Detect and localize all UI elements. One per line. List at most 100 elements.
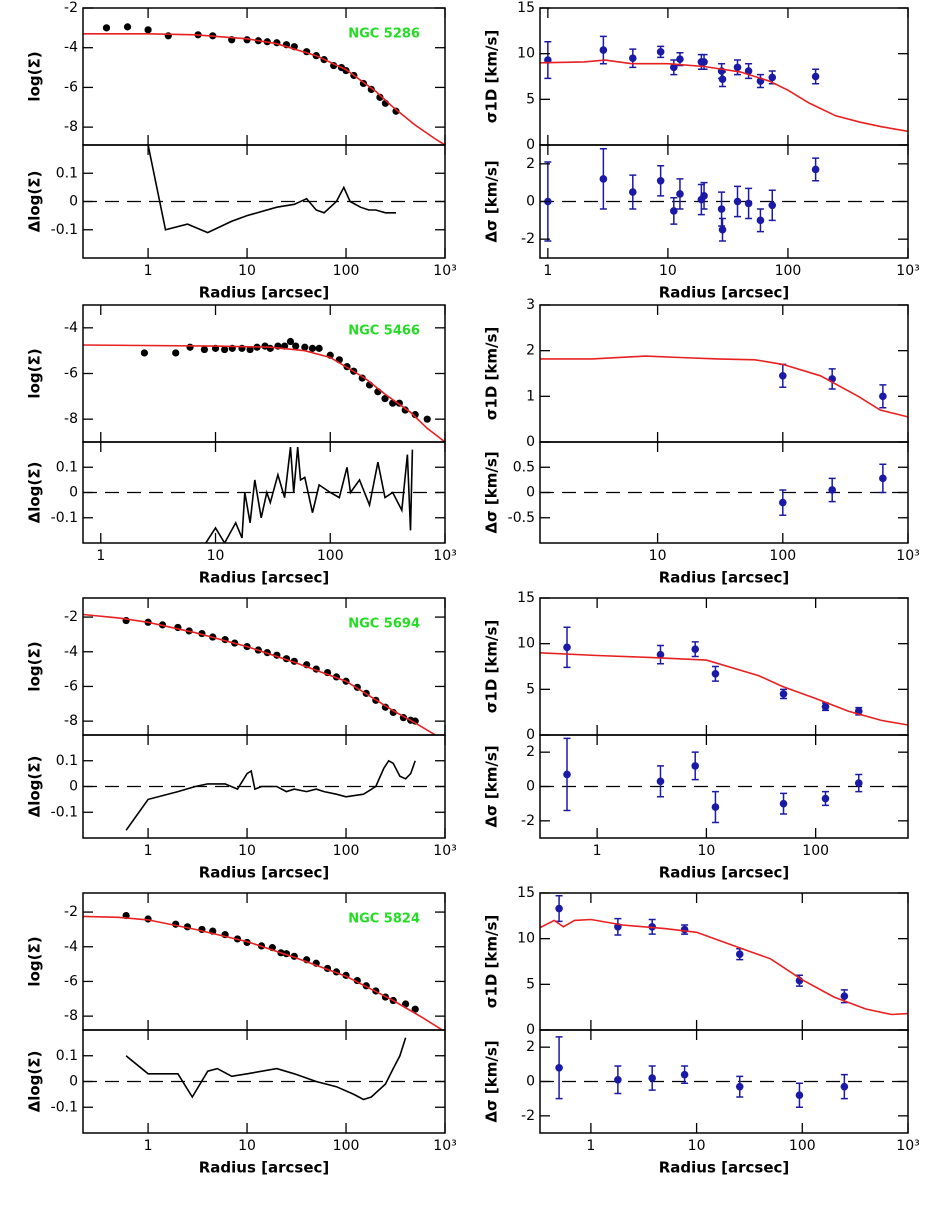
model-line <box>83 344 445 442</box>
y-tick-label: -6 <box>64 678 78 694</box>
data-point <box>164 32 172 40</box>
frame <box>539 441 909 544</box>
y-tick-label: 2 <box>526 156 535 172</box>
model-line <box>125 759 416 831</box>
data-point <box>186 343 194 351</box>
y-tick-label: 5 <box>526 91 535 107</box>
x-tick-label: 1 <box>144 263 153 279</box>
data-point <box>656 650 665 659</box>
y-tick-label: 15 <box>517 590 535 606</box>
x-tick-label: 1 <box>543 263 552 279</box>
data-point <box>744 199 753 208</box>
frame <box>539 892 909 1031</box>
data-point <box>266 344 274 352</box>
data-point <box>315 344 323 352</box>
frame <box>539 144 909 259</box>
y-tick-label: -4 <box>64 320 78 336</box>
y-axis-label: Δσ [km/s] <box>483 745 501 827</box>
y-tick-label: 15 <box>517 885 535 901</box>
data-point <box>711 803 720 811</box>
data-point <box>840 992 849 1001</box>
y-tick-label: 2 <box>526 744 535 760</box>
x-axis-label: Radius [arcsec] <box>199 864 330 882</box>
x-axis-label: Radius [arcsec] <box>659 1159 790 1177</box>
plot-area <box>83 911 444 1030</box>
panel: 0 5 10 15 σ1D [km/s] <box>483 590 909 743</box>
data-point <box>733 63 742 72</box>
panel: -8 -6 -4 log(Σ) NGC 5466 <box>26 304 446 443</box>
data-point <box>676 55 684 63</box>
data-point <box>411 1005 419 1013</box>
data-point <box>648 1074 656 1082</box>
y-tick-label: 5 <box>526 681 535 697</box>
y-tick-label: -4 <box>64 644 78 660</box>
y-tick-label: 0 <box>69 779 78 795</box>
y-tick-label: -0.1 <box>51 1099 78 1115</box>
y-tick-label: -0.5 <box>508 510 535 526</box>
x-tick-label: 10³ <box>433 843 456 859</box>
y-axis-label: σ1D [km/s] <box>483 915 501 1009</box>
y-tick-label: 0.1 <box>56 459 78 475</box>
frame <box>82 734 446 839</box>
data-point <box>286 337 295 346</box>
x-tick-label: 1 <box>144 843 153 859</box>
data-point <box>389 708 397 717</box>
panel: 1 10 100 -2 0 2 Δσ [km/s] Radius [arcsec] <box>483 734 909 882</box>
panel: 0 1 2 3 σ1D [km/s] <box>483 297 909 450</box>
x-tick-label: 100 <box>775 263 802 279</box>
y-tick-label: -2 <box>64 609 78 625</box>
x-tick-label: 10³ <box>433 548 456 564</box>
data-point <box>401 406 409 414</box>
plot-area <box>540 148 908 242</box>
y-tick-label: -8 <box>64 411 78 427</box>
x-tick-label: 10 <box>688 1138 706 1154</box>
frame <box>82 1029 446 1134</box>
data-point <box>563 770 571 779</box>
y-tick-label: -8 <box>64 1008 78 1024</box>
data-point <box>680 1070 689 1079</box>
data-point <box>779 690 788 698</box>
panel: 1 10 100 10³ -0.1 0 0.1 Δlog(Σ) Radius [arcsec] <box>26 1029 457 1177</box>
model-line <box>540 355 908 418</box>
y-axis-label: Δlog(Σ) <box>26 462 44 524</box>
data-point <box>811 165 820 174</box>
data-point <box>670 63 678 72</box>
model-line <box>83 33 445 145</box>
y-axis-label: Δσ [km/s] <box>483 451 501 533</box>
data-point <box>599 175 608 183</box>
data-point <box>656 777 665 786</box>
data-point <box>246 345 254 354</box>
x-axis-label: Radius [arcsec] <box>659 864 790 882</box>
annotation: NGC 5286 <box>348 27 420 42</box>
data-point <box>614 1075 622 1084</box>
y-tick-label: -8 <box>64 713 78 729</box>
data-point <box>555 1063 563 1072</box>
model-line <box>204 447 414 543</box>
x-tick-label: 100 <box>333 1138 360 1154</box>
y-tick-label: -2 <box>64 0 78 16</box>
data-point <box>172 349 180 357</box>
x-axis-label: Radius [arcsec] <box>659 284 790 302</box>
x-tick-label: 10³ <box>896 1138 919 1154</box>
data-point <box>711 670 720 678</box>
annotation: NGC 5694 <box>348 617 420 632</box>
data-point <box>676 190 684 198</box>
plot-area <box>540 35 908 133</box>
x-tick-label: 1 <box>593 843 602 859</box>
x-tick-label: 10³ <box>433 1138 456 1154</box>
y-tick-label: -2 <box>521 813 535 829</box>
data-point <box>779 498 787 507</box>
panel: 1 10 100 10³ -0.1 0 0.1 Δlog(Σ) Radius [arcsec] <box>26 734 457 882</box>
panel: 10 100 10³ -0.5 0 0.5 Δσ [km/s] Radius [arcsec] <box>483 441 920 587</box>
x-tick-label: 1 <box>144 1138 153 1154</box>
x-tick-label: 100 <box>333 843 360 859</box>
data-point <box>854 779 863 787</box>
panel: 0 5 10 15 σ1D [km/s] <box>483 885 909 1038</box>
y-tick-label: 0 <box>526 727 535 743</box>
plot-area <box>83 1037 445 1101</box>
x-tick-label: 100 <box>317 548 344 564</box>
x-tick-label: 100 <box>333 263 360 279</box>
model-line <box>540 59 908 133</box>
frame <box>539 597 909 736</box>
